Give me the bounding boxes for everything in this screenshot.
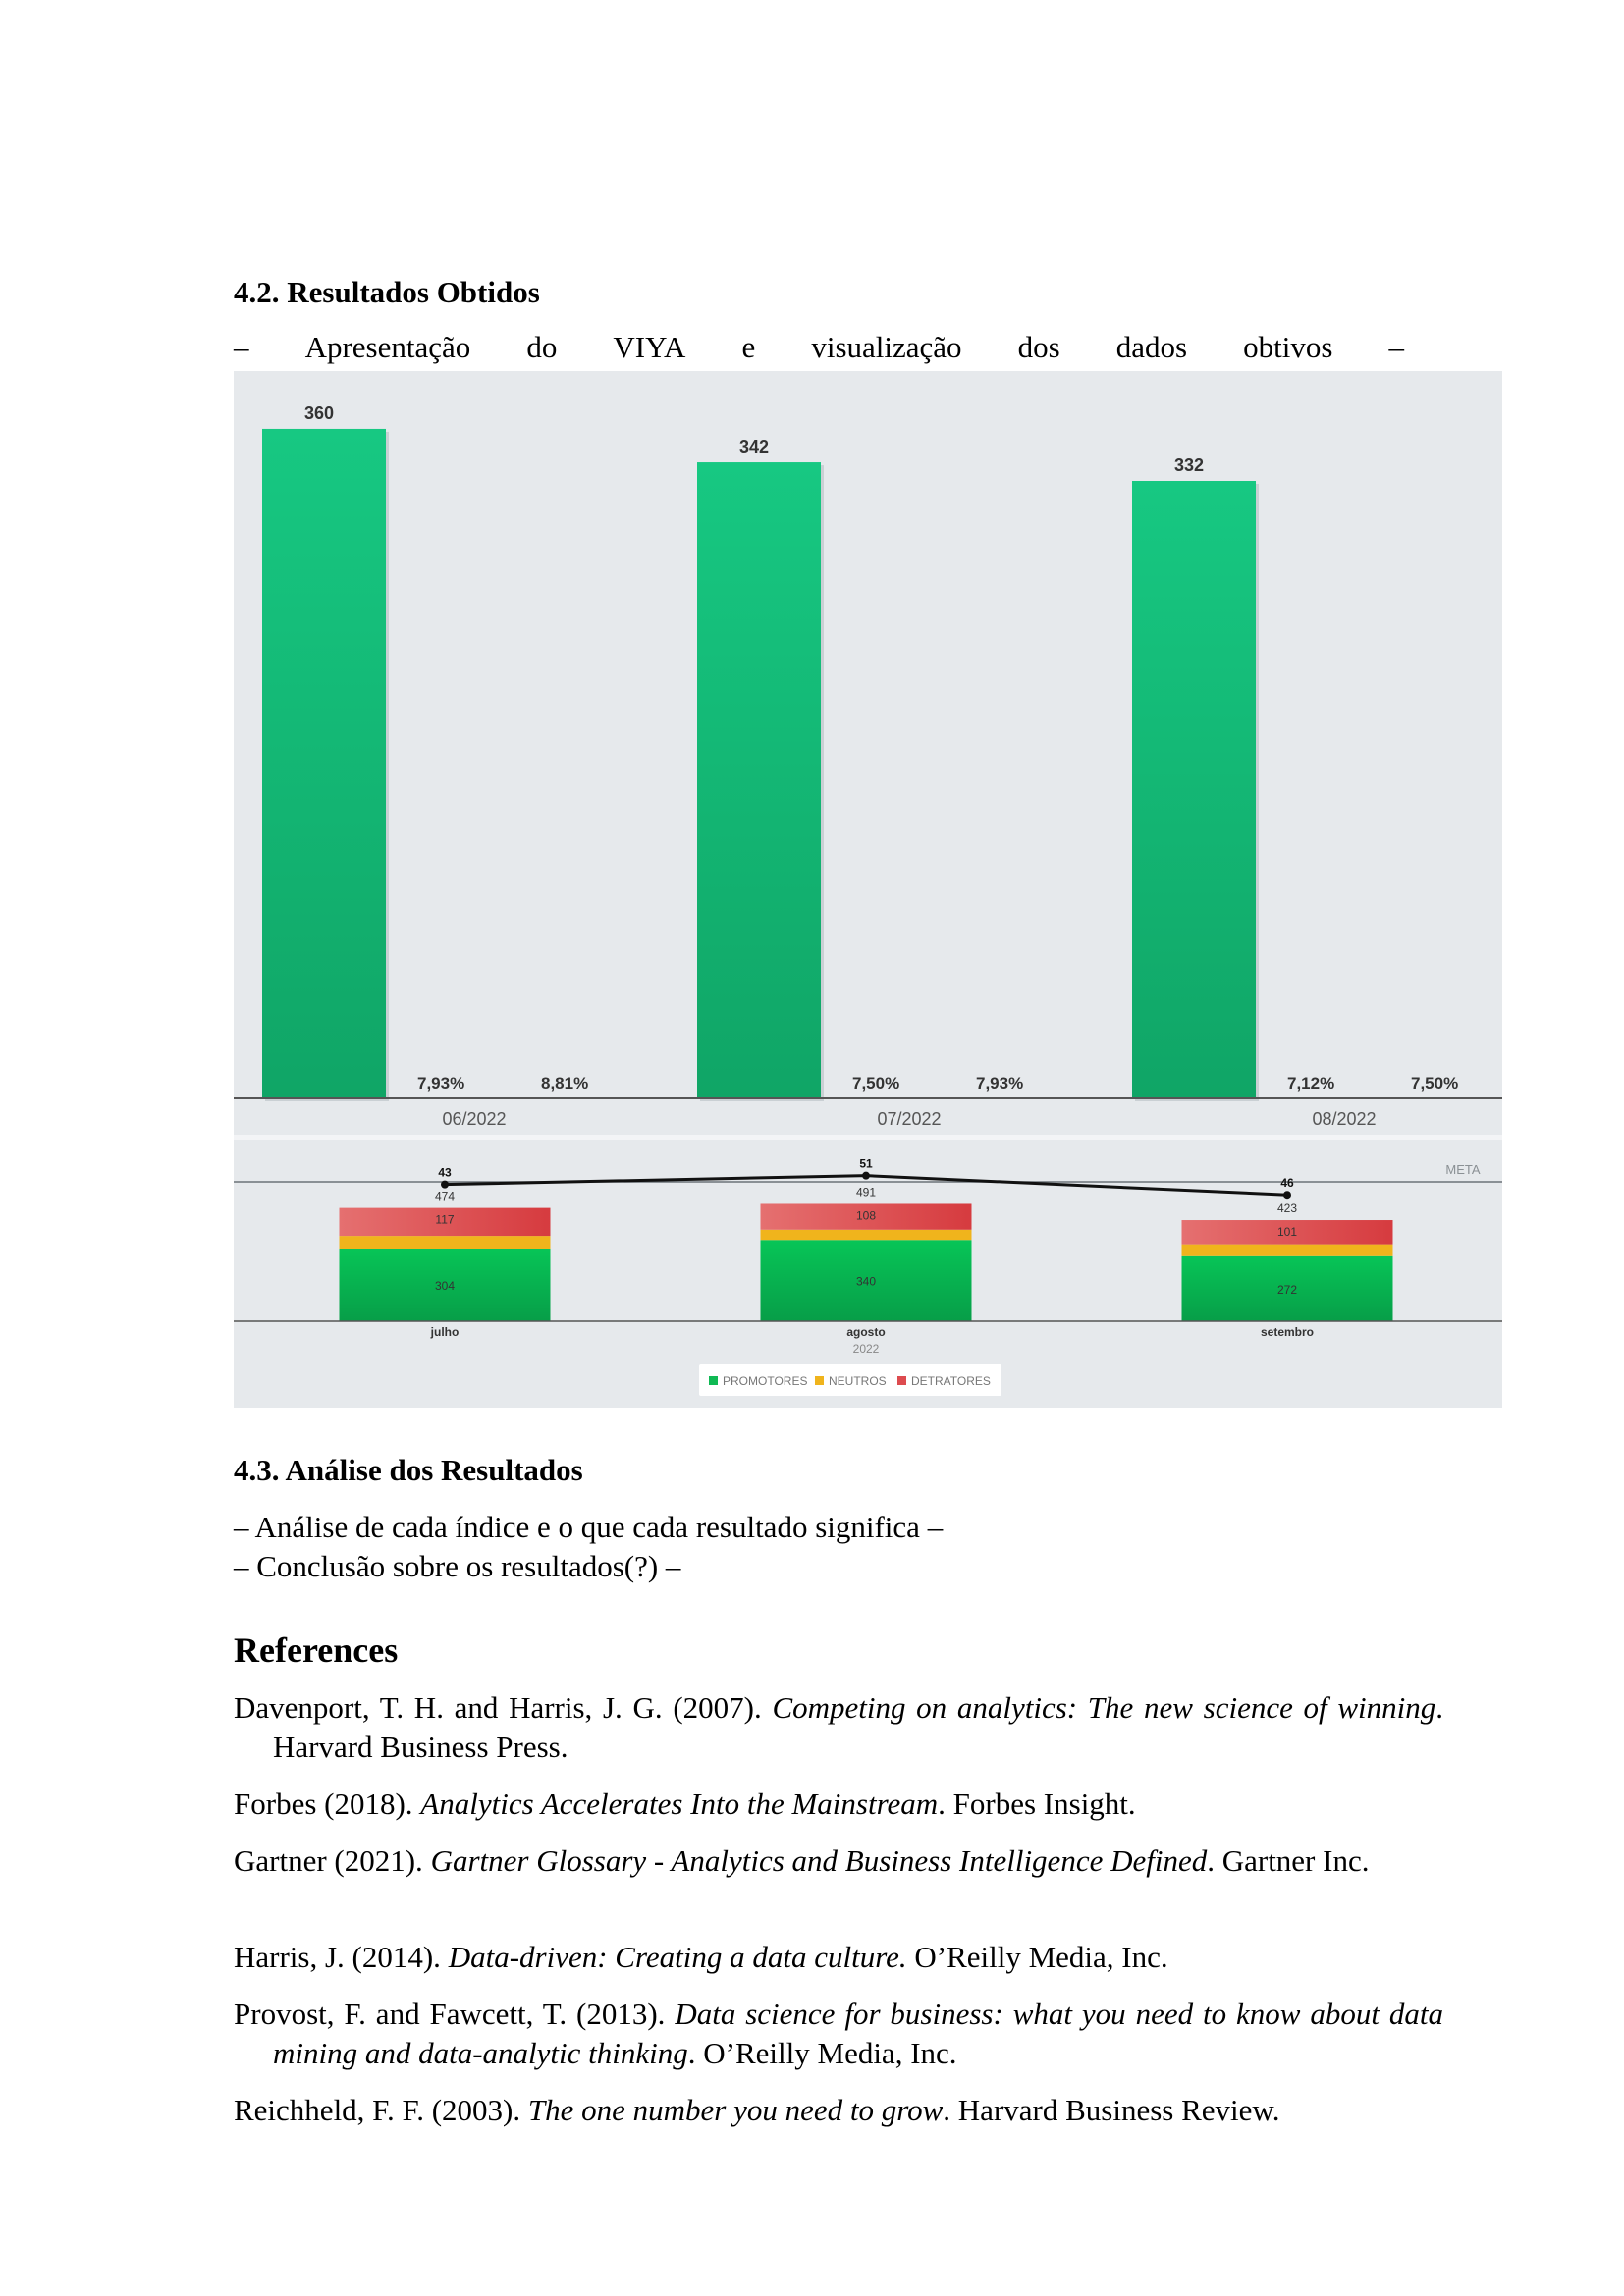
percent-label: 8,81% <box>541 1074 588 1093</box>
meta-value-label: 43 <box>438 1166 452 1180</box>
reference-publisher: O’Reilly Media, Inc. <box>906 1940 1168 1974</box>
legend-swatch <box>815 1376 824 1385</box>
detractors-value-label: 117 <box>435 1213 454 1227</box>
bar-value-label: 360 <box>304 403 334 423</box>
reference-publisher: . Harvard Business Press. <box>273 1690 1443 1764</box>
subtitle-word: obtivos <box>1243 330 1333 364</box>
meta-value-label: 46 <box>1280 1176 1294 1190</box>
legend-box <box>699 1364 1001 1396</box>
total-label: 474 <box>435 1190 455 1203</box>
reference-publisher: . O’Reilly Media, Inc. <box>687 2036 957 2070</box>
month-tick-label: setembro <box>1261 1325 1314 1339</box>
reference-title: Analytics Accelerates Into the Mainstrea… <box>420 1787 939 1821</box>
subtitle-word: Apresentação <box>304 330 471 364</box>
reference-authors: Gartner (2021). <box>234 1843 431 1878</box>
percent-label: 7,50% <box>1411 1074 1458 1093</box>
reference-title: Data science for business: what you need… <box>273 1997 1443 2070</box>
reference-title: Data-driven: Creating a data culture. <box>448 1940 907 1974</box>
category-tick-label: 06/2022 <box>442 1109 506 1129</box>
percent-label: 7,93% <box>417 1074 464 1093</box>
detractors-segment <box>339 1207 551 1237</box>
chart-legend: PROMOTORES NEUTROS DETRATORES <box>699 1364 1001 1396</box>
analysis-line-2: – Conclusão sobre os resultados(?) – <box>234 1549 681 1583</box>
promoters-segment <box>1181 1255 1393 1321</box>
promoters-segment <box>339 1249 551 1321</box>
reference-item: Forbes (2018). Analytics Accelerates Int… <box>234 1785 1443 1824</box>
detractors-segment <box>760 1203 972 1230</box>
subtitle-word: visualização <box>811 330 962 364</box>
bar-value-label: 332 <box>1174 455 1204 475</box>
analysis-line-1: – Análise de cada índice e o que cada re… <box>234 1510 944 1544</box>
subtitle-word: e <box>741 330 756 364</box>
percent-label: 7,12% <box>1287 1074 1334 1093</box>
legend-label: NEUTROS <box>829 1374 887 1388</box>
meta-value-label: 51 <box>859 1157 873 1171</box>
meta-point <box>441 1180 449 1189</box>
bar <box>1132 480 1256 1098</box>
promoters-value-label: 272 <box>1277 1283 1297 1297</box>
reference-authors: Reichheld, F. F. (2003). <box>234 2093 528 2127</box>
reference-authors: Provost, F. and Fawcett, T. (2013). <box>234 1997 676 2031</box>
month-tick-label: julho <box>430 1325 460 1339</box>
section-title-4-3: 4.3. Análise dos Resultados <box>234 1453 583 1487</box>
bar-value-label: 342 <box>739 437 769 456</box>
percent-label: 7,93% <box>976 1074 1023 1093</box>
subtitle-word: – <box>1388 330 1404 364</box>
detractors-value-label: 108 <box>856 1208 876 1222</box>
viya-dashboard-figure: 360 7,93% 8,81% 06/2022 342 7,50% 7,93% 07/2022… <box>234 371 1502 1408</box>
month-tick-label: agosto <box>846 1325 885 1339</box>
percent-label: 7,50% <box>852 1074 899 1093</box>
references-title: References <box>234 1630 399 1670</box>
subtitle-word: do <box>526 330 558 364</box>
viya-dashboard-chart: 360 7,93% 8,81% 06/2022 342 7,50% 7,93% 07/2022… <box>234 371 1502 1408</box>
legend-label: PROMOTORES <box>723 1374 807 1388</box>
legend-label: DETRATORES <box>911 1374 991 1388</box>
subtitle-word: VIYA <box>613 330 686 364</box>
reference-item: Harris, J. (2014). Data-driven: Creating… <box>234 1938 1443 1977</box>
section-title-4-2: 4.2. Resultados Obtidos <box>234 275 540 309</box>
year-axis-label: 2022 <box>853 1342 880 1356</box>
promoters-value-label: 304 <box>435 1279 455 1293</box>
meta-point <box>862 1171 870 1180</box>
total-label: 423 <box>1277 1201 1297 1215</box>
neutrals-segment <box>1181 1244 1393 1256</box>
category-tick-label: 07/2022 <box>877 1109 941 1129</box>
reference-title: Gartner Glossary - Analytics and Busines… <box>430 1843 1208 1878</box>
neutrals-segment <box>760 1229 972 1241</box>
reference-item: Davenport, T. H. and Harris, J. G. (2007… <box>234 1688 1443 1767</box>
subtitle-word: – <box>234 330 249 364</box>
bar <box>697 462 821 1098</box>
legend-swatch <box>709 1376 718 1385</box>
meta-label: META <box>1445 1162 1480 1177</box>
reference-item: Provost, F. and Fawcett, T. (2013). Data… <box>234 1995 1443 2073</box>
bar <box>262 428 386 1099</box>
reference-title: The one number you need to grow <box>527 2093 944 2127</box>
reference-publisher: . Forbes Insight. <box>938 1787 1136 1821</box>
reference-item: Gartner (2021). Gartner Glossary - Analy… <box>234 1842 1443 1881</box>
subtitle-word: dos <box>1017 330 1060 364</box>
reference-publisher: . Gartner Inc. <box>1207 1843 1370 1878</box>
subtitle-word: dados <box>1115 330 1188 364</box>
legend-swatch <box>897 1376 906 1385</box>
promoters-segment <box>760 1240 972 1321</box>
reference-title: Competing on analytics: The new science … <box>772 1690 1436 1725</box>
reference-authors: Harris, J. (2014). <box>234 1940 449 1974</box>
total-label: 491 <box>856 1185 876 1199</box>
promoters-value-label: 340 <box>856 1275 876 1289</box>
reference-publisher: . Harvard Business Review. <box>943 2093 1280 2127</box>
detractors-value-label: 101 <box>1277 1225 1297 1239</box>
reference-item: Reichheld, F. F. (2003). The one number … <box>234 2091 1443 2130</box>
category-tick-label: 08/2022 <box>1312 1109 1376 1129</box>
section-subtitle: – Apresentação do VIYA e visualização dos dados… <box>234 330 1404 365</box>
chart-background <box>234 371 1502 1135</box>
meta-point <box>1283 1191 1291 1200</box>
neutrals-segment <box>339 1236 551 1249</box>
reference-authors: Forbes (2018). <box>234 1787 421 1821</box>
detractors-segment <box>1181 1220 1393 1245</box>
reference-authors: Davenport, T. H. and Harris, J. G. (2007… <box>234 1690 773 1725</box>
